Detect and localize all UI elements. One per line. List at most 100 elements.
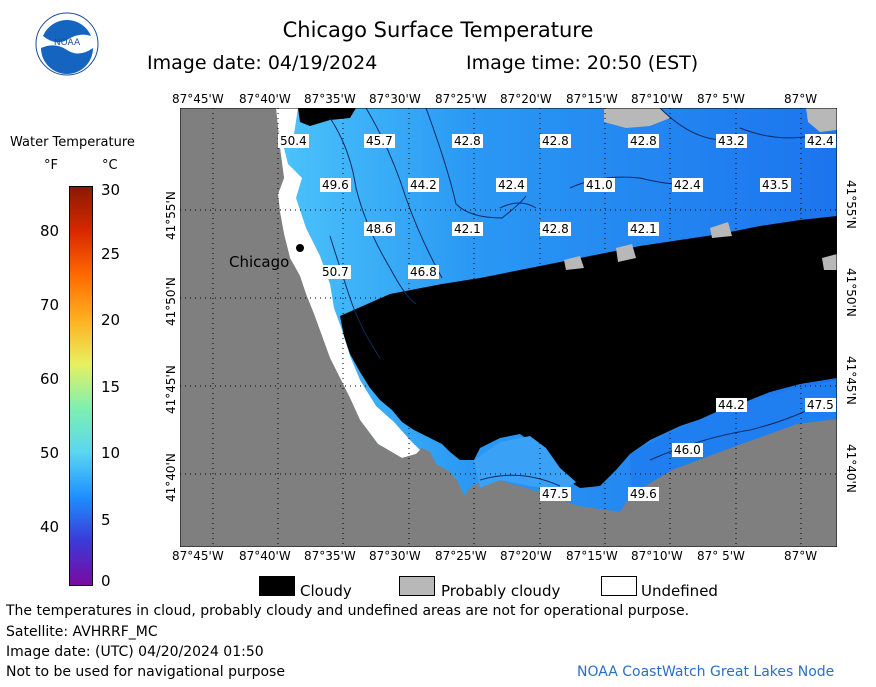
unit-celsius: °C [102, 158, 118, 173]
lon-label-bottom: 87°30'W [369, 549, 421, 563]
lon-label-top: 87°W [784, 92, 818, 106]
image-date: Image date: 04/19/2024 [147, 52, 378, 74]
lon-label-bottom: 87°25'W [435, 549, 487, 563]
temperature-value: 46.0 [672, 443, 703, 457]
lat-label-left: 41°50'N [164, 277, 178, 326]
cloud-area [298, 108, 356, 126]
lon-label-top: 87° 5'W [697, 92, 745, 106]
f-tick: 50 [40, 444, 60, 462]
lat-label-left: 41°40'N [164, 453, 178, 502]
lon-label-top: 87°40'W [239, 92, 291, 106]
temperature-map [180, 108, 837, 547]
coastwatch-node: NOAA CoastWatch Great Lakes Node [577, 664, 835, 680]
lon-label-bottom: 87°20'W [500, 549, 552, 563]
probably-cloudy-area [710, 222, 732, 238]
chicago-marker [296, 244, 304, 252]
temperature-value: 47.5 [540, 487, 571, 501]
navigation-warning: Not to be used for navigational purpose [6, 664, 285, 680]
probably-cloudy-area [564, 256, 584, 270]
lake-water [474, 436, 576, 490]
c-tick: 10 [101, 444, 121, 462]
lon-label-bottom: 87°35'W [304, 549, 356, 563]
noaa-logo-text: NOAA [54, 38, 81, 48]
graticule [180, 108, 837, 547]
temperature-value: 42.1 [452, 222, 483, 236]
lon-label-top: 87°10'W [631, 92, 683, 106]
temperature-value: 43.5 [760, 178, 791, 192]
undefined-label: Undefined [641, 582, 718, 600]
temperature-value: 49.6 [628, 487, 659, 501]
temperature-value: 42.8 [452, 134, 483, 148]
temperature-value: 50.4 [278, 134, 309, 148]
temperature-value: 44.2 [408, 178, 439, 192]
legend-title: Water Temperature [10, 135, 135, 150]
cloudy-swatch [259, 576, 295, 596]
c-tick: 5 [101, 511, 111, 529]
temperature-value: 49.6 [320, 178, 351, 192]
temperature-value: 42.4 [672, 178, 703, 192]
temperature-value: 42.8 [540, 222, 571, 236]
temperature-value: 41.0 [584, 178, 615, 192]
lat-label-right: 41°50'N [844, 268, 858, 317]
c-tick: 30 [101, 181, 121, 199]
temperature-value: 44.2 [716, 398, 747, 412]
temperature-value: 43.2 [716, 134, 747, 148]
probably-cloudy-area [822, 254, 837, 270]
page-title: Chicago Surface Temperature [282, 18, 594, 42]
c-tick: 15 [101, 378, 121, 396]
c-tick: 0 [101, 572, 111, 590]
undefined-area [276, 108, 420, 458]
lon-label-top: 87°35'W [304, 92, 356, 106]
cloudy-label: Cloudy [300, 582, 352, 600]
probably-cloudy-swatch [399, 576, 435, 596]
probably-cloudy-area [604, 108, 670, 128]
c-tick: 20 [101, 311, 121, 329]
probably-cloudy-label: Probably cloudy [441, 582, 561, 600]
temperature-value: 47.5 [805, 398, 836, 412]
lon-label-bottom: 87°W [784, 549, 818, 563]
f-tick: 60 [40, 370, 60, 388]
utc-date: Image date: (UTC) 04/20/2024 01:50 [6, 644, 264, 660]
temperature-value: 42.8 [628, 134, 659, 148]
lon-label-top: 87°20'W [500, 92, 552, 106]
lat-label-right: 41°55'N [844, 180, 858, 229]
unit-fahrenheit: °F [44, 158, 58, 173]
temperature-value: 42.4 [805, 134, 836, 148]
lat-label-right: 41°40'N [844, 444, 858, 493]
lon-label-top: 87°25'W [435, 92, 487, 106]
temperature-value: 42.1 [628, 222, 659, 236]
f-tick: 80 [40, 222, 60, 240]
lon-label-bottom: 87°10'W [631, 549, 683, 563]
f-tick: 70 [40, 296, 60, 314]
c-tick: 25 [101, 245, 121, 263]
f-tick: 40 [40, 518, 60, 536]
lon-label-bottom: 87°40'W [239, 549, 291, 563]
temperature-value: 45.7 [364, 134, 395, 148]
temperature-value: 46.8 [408, 265, 439, 279]
operational-note: The temperatures in cloud, probably clou… [6, 603, 690, 619]
temperature-value: 50.7 [320, 265, 351, 279]
image-time: Image time: 20:50 (EST) [466, 52, 699, 74]
lon-label-bottom: 87° 5'W [697, 549, 745, 563]
lon-label-top: 87°30'W [369, 92, 421, 106]
city-label: Chicago [229, 253, 290, 271]
temperature-value: 42.4 [496, 178, 527, 192]
temperature-value: 48.6 [364, 222, 395, 236]
cloud-area [340, 216, 837, 488]
lon-label-top: 87°45'W [172, 92, 224, 106]
undefined-swatch [601, 576, 637, 596]
lon-label-bottom: 87°45'W [172, 549, 224, 563]
noaa-logo: NOAA [35, 12, 99, 76]
lake-water [630, 380, 837, 494]
probably-cloudy-area [616, 244, 636, 262]
lat-label-left: 41°55'N [164, 191, 178, 240]
lon-label-bottom: 87°15'W [566, 549, 618, 563]
probably-cloudy-area [806, 108, 837, 132]
lat-label-right: 41°45'N [844, 356, 858, 405]
temperature-value: 42.8 [540, 134, 571, 148]
colorbar [69, 186, 93, 586]
satellite-info: Satellite: AVHRRF_MC [6, 624, 158, 640]
shoreline [180, 108, 837, 547]
lat-label-left: 41°45'N [164, 365, 178, 414]
lon-label-top: 87°15'W [566, 92, 618, 106]
